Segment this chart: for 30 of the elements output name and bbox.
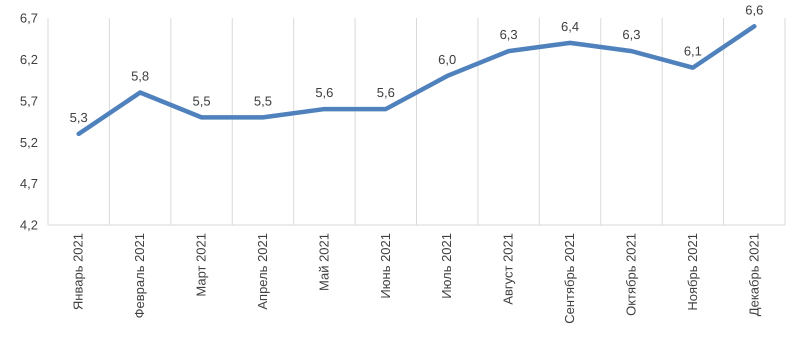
data-label: 6,3 <box>622 27 640 42</box>
x-tick-label: Июль 2021 <box>439 233 454 299</box>
data-label: 6,0 <box>438 52 456 67</box>
x-tick-label: Октябрь 2021 <box>623 233 638 316</box>
y-tick-label: 4,7 <box>20 176 38 192</box>
data-label: 5,5 <box>254 93 272 108</box>
x-tick-label: Август 2021 <box>500 233 516 305</box>
data-label: 6,6 <box>745 2 764 18</box>
x-tick-label: Декабрь 2021 <box>746 233 762 316</box>
y-tick-label: 6,7 <box>20 10 38 26</box>
data-label: 5,8 <box>131 68 150 84</box>
x-tick-label: Май 2021 <box>316 233 332 291</box>
x-tick-label: Март 2021 <box>194 233 209 297</box>
data-label: 6,1 <box>684 44 702 59</box>
data-label: 5,6 <box>376 85 395 100</box>
data-label: 5,5 <box>192 93 211 108</box>
y-tick-label: 6,2 <box>20 52 38 67</box>
x-tick-label: Ноябрь 2021 <box>684 233 700 311</box>
data-label: 6,3 <box>500 27 518 42</box>
x-tick-label: Июнь 2021 <box>378 233 393 299</box>
data-label: 5,3 <box>70 110 88 125</box>
data-label: 6,4 <box>561 18 580 34</box>
x-tick-label: Сентябрь 2021 <box>562 233 578 324</box>
y-tick-label: 4,2 <box>20 218 38 233</box>
data-label: 5,6 <box>315 85 334 100</box>
y-tick-label: 5,7 <box>20 93 38 108</box>
x-tick-label: Апрель 2021 <box>254 233 270 310</box>
y-tick-label: 5,2 <box>20 134 38 150</box>
x-tick-label: Январь 2021 <box>70 233 86 310</box>
x-tick-label: Февраль 2021 <box>132 233 148 318</box>
